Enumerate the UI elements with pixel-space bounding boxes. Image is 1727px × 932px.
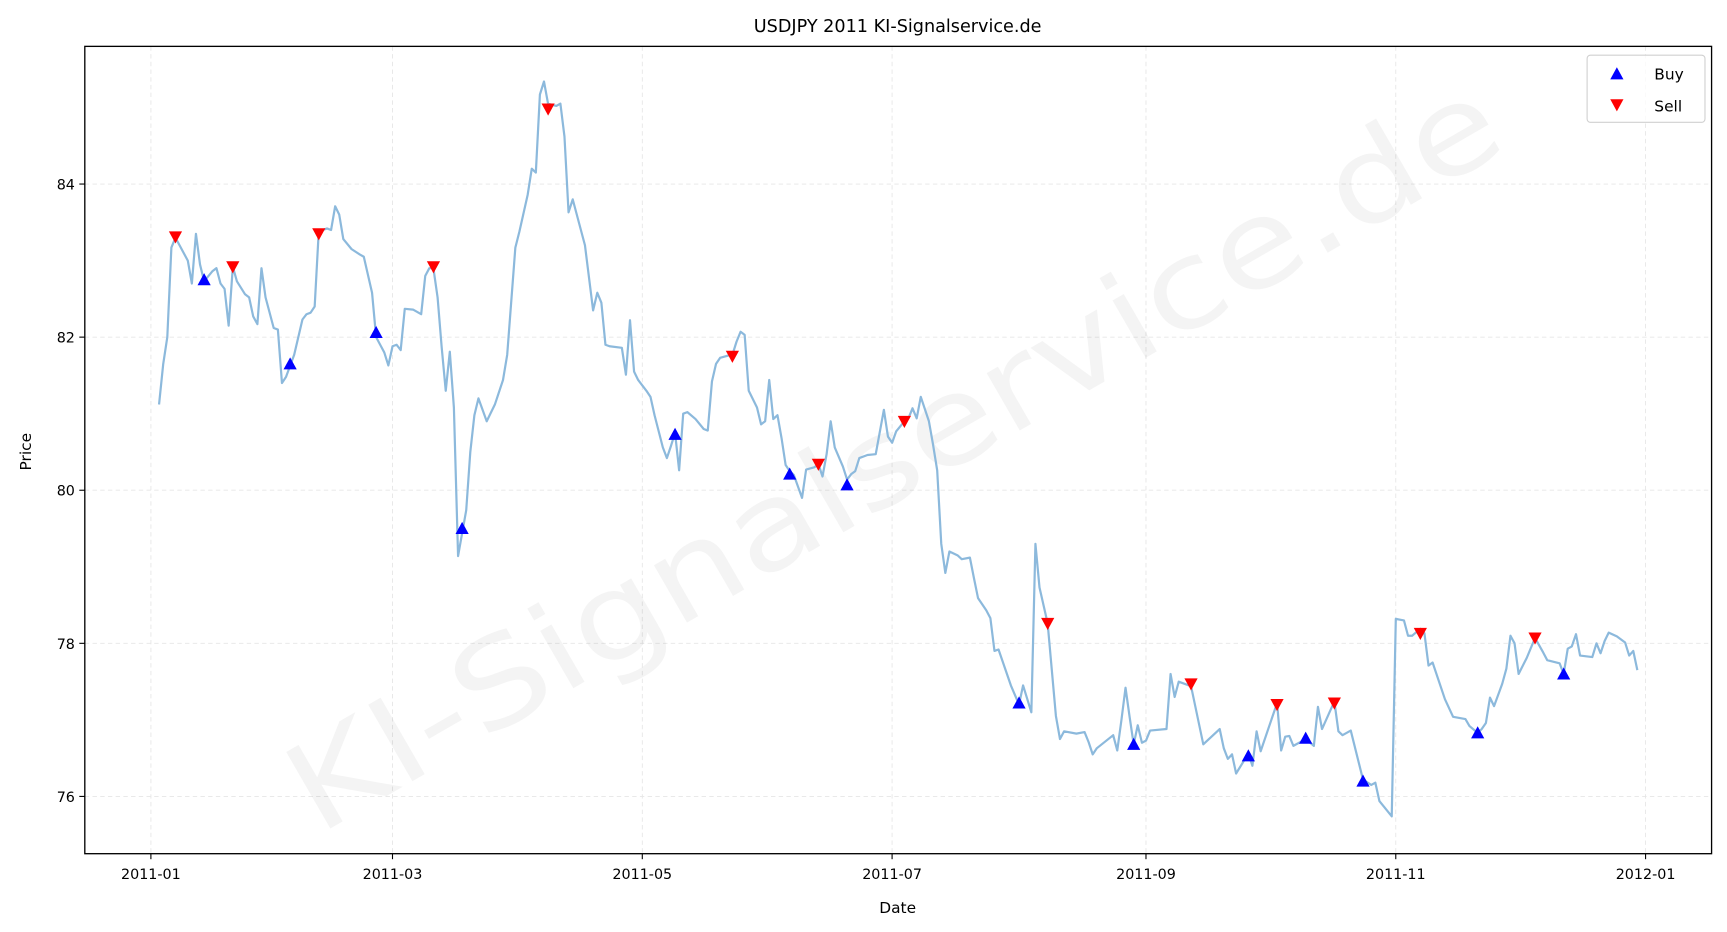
x-tick-label: 2011-09 <box>1116 867 1176 883</box>
x-tick-label: 2011-03 <box>363 867 423 883</box>
sell-signal-marker <box>897 415 911 428</box>
sell-signal-marker <box>1327 697 1341 710</box>
legend-sell-label: Sell <box>1654 97 1682 115</box>
buy-signal-marker <box>783 467 797 480</box>
buy-signal-marker <box>283 357 297 370</box>
x-tick-label: 2011-11 <box>1366 867 1426 883</box>
sell-signal-marker <box>1413 627 1427 640</box>
y-axis-label: Price <box>17 433 35 471</box>
buy-signal-marker <box>1012 696 1026 709</box>
y-tick-label: 82 <box>57 331 75 347</box>
legend-sell-marker-icon <box>1610 99 1624 112</box>
buy-signal-marker <box>455 521 469 535</box>
x-tick-label: 2011-01 <box>121 867 181 883</box>
buy-signal-marker <box>1127 737 1141 750</box>
sell-signal-marker <box>1528 632 1542 645</box>
y-tick-label: 84 <box>57 178 75 194</box>
buy-signal-marker <box>668 427 682 440</box>
grid <box>84 46 1712 854</box>
sell-signal-marker <box>168 231 183 244</box>
x-axis: 2011-01 2011-03 2011-05 2011-07 2011-09 2011-… <box>121 853 1676 883</box>
sell-signal-marker <box>426 261 441 274</box>
legend-box <box>1586 54 1706 123</box>
buy-signal-marker <box>1356 774 1370 787</box>
buy-signal-marker <box>840 478 854 491</box>
legend-buy-label: Buy <box>1654 65 1683 83</box>
sell-signal-marker <box>541 103 555 116</box>
y-tick-label: 76 <box>57 790 75 806</box>
chart-title: USDJPY 2011 KI-Signalservice.de <box>754 17 1042 37</box>
buy-signal-marker <box>197 273 211 286</box>
x-tick-label: 2012-01 <box>1616 867 1676 883</box>
sell-signal-marker <box>1270 699 1284 712</box>
sell-signal-marker <box>725 350 739 363</box>
plot-area <box>157 80 1639 818</box>
buy-signal-marker <box>1299 731 1313 744</box>
y-axis: 76 78 80 82 84 <box>57 178 85 806</box>
y-tick-label: 80 <box>57 484 75 500</box>
buy-signal-marker <box>369 325 383 339</box>
y-tick-label: 78 <box>57 637 75 653</box>
x-tick-label: 2011-07 <box>862 867 922 883</box>
sell-signal-marker <box>1184 678 1198 691</box>
sell-signal-marker <box>811 458 825 471</box>
sell-signal-marker <box>312 228 326 241</box>
buy-signal-marker <box>1471 726 1485 739</box>
axes-frame <box>84 45 1713 855</box>
x-axis-label: Date <box>879 899 916 917</box>
legend: Buy Sell <box>1586 54 1706 123</box>
sell-signal-marker <box>226 261 240 274</box>
sell-signal-marker <box>1041 617 1055 631</box>
buy-signal-marker <box>1557 667 1571 680</box>
buy-signal-marker <box>1241 749 1255 762</box>
price-line <box>157 80 1639 818</box>
legend-buy-marker-icon <box>1610 67 1624 80</box>
x-tick-label: 2011-05 <box>612 867 672 883</box>
